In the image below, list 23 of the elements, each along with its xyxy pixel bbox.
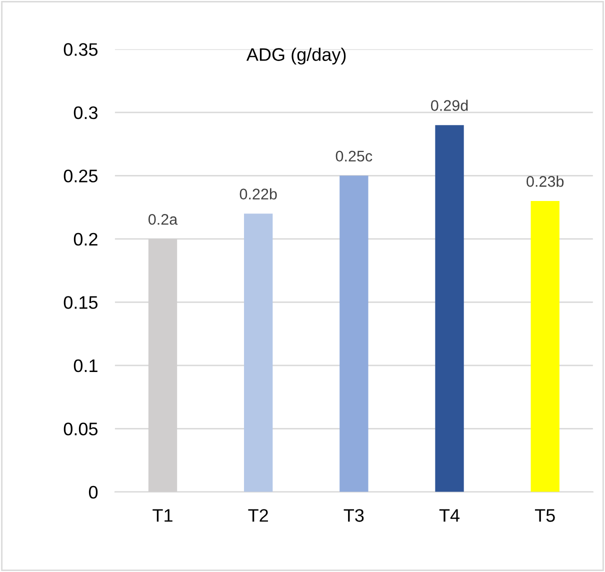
bar [435, 125, 464, 492]
y-tick-label: 0.2 [74, 232, 98, 246]
y-tick-label: 0.1 [74, 359, 98, 372]
data-label: 0.22b [240, 188, 277, 200]
data-label: 0.25c [336, 150, 372, 162]
x-tick-label: T4 [439, 509, 460, 522]
y-tick-label: 0 [88, 486, 98, 499]
y-tick-label: 0.3 [74, 106, 98, 120]
y-tick-label: 0.05 [64, 422, 98, 436]
x-tick-label: T1 [152, 509, 172, 522]
bar [340, 176, 368, 492]
x-tick-label: T3 [344, 509, 364, 522]
data-label: 0.29d [431, 100, 468, 111]
x-tick-label: T5 [534, 509, 555, 522]
y-tick-label: 0.35 [64, 43, 98, 56]
y-tick-label: 0.25 [64, 170, 98, 182]
data-label: 0.2a [148, 214, 178, 225]
bar [244, 214, 273, 492]
data-label: 0.23b [526, 176, 564, 187]
x-tick-label: T2 [248, 509, 268, 522]
chart-title: ADG (g/day) [246, 48, 346, 65]
y-tick-label: 0.15 [64, 296, 98, 309]
bar [530, 200, 560, 492]
